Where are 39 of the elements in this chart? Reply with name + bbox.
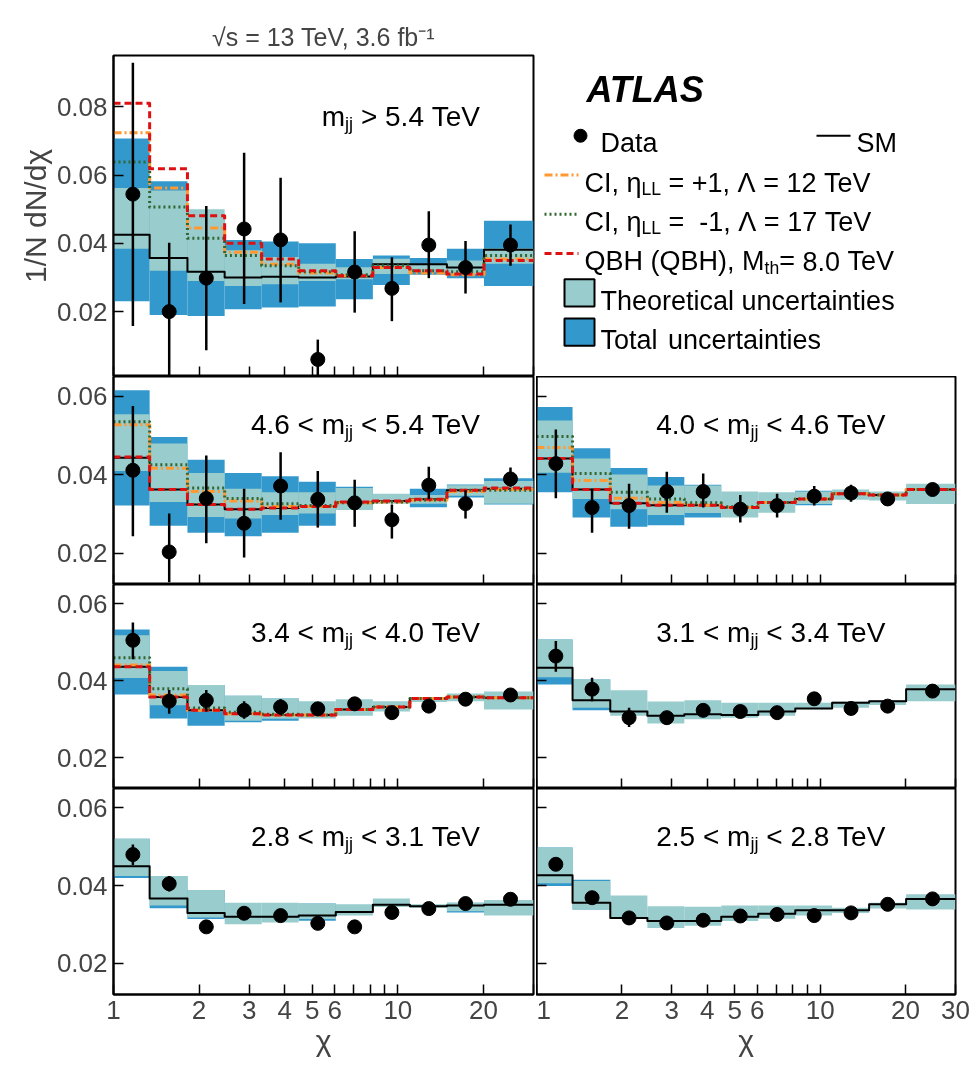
legend-label: Theoretical uncertainties	[600, 285, 895, 316]
y-axis-title: 1/N dN/dχ	[18, 148, 52, 284]
x-tick-label: 2	[191, 994, 207, 1025]
x-tick-label: 4	[700, 994, 715, 1025]
x-tick-label: 6	[327, 994, 342, 1025]
x-tick-label: 5	[305, 994, 320, 1025]
y-tick-label: 0.02	[56, 742, 108, 773]
legend-label: Data	[600, 128, 659, 159]
x-tick-label: 3	[664, 994, 680, 1025]
text: ATLAS	[585, 69, 704, 111]
y-tick-label: 0.04	[56, 459, 108, 490]
y-tick-label: 0.06	[56, 588, 108, 619]
x-tick-label: 10	[805, 994, 835, 1025]
y-tick-label: 0.04	[56, 665, 108, 696]
y-tick-label: 0.02	[56, 296, 108, 327]
x-tick-label: 5	[727, 994, 743, 1025]
x-tick-label: 4	[277, 994, 292, 1025]
y-tick-label: 0.04	[56, 870, 108, 901]
x-tick-label: 1	[106, 994, 121, 1025]
x-tick-label: 2	[614, 994, 630, 1025]
y-tick-label: 0.02	[56, 948, 108, 979]
x-tick-label: 3	[241, 994, 257, 1025]
y-tick-label: 0.08	[56, 91, 108, 122]
x-tick-label: 6	[750, 994, 765, 1025]
y-tick-label: 0.04	[56, 228, 108, 259]
x-axis-title: χ	[738, 1023, 755, 1057]
chart-title: √s = 13 TeV, 3.6 fb⁻¹	[211, 22, 435, 51]
x-tick-label: 20	[468, 994, 498, 1025]
y-tick-label: 0.06	[56, 792, 108, 823]
legend-label: Total uncertainties	[600, 324, 822, 355]
x-tick-label: 1	[536, 994, 551, 1025]
x-tick-label: 30	[941, 994, 970, 1025]
y-tick-label: 0.02	[56, 538, 108, 569]
legend-label: SM	[856, 128, 897, 159]
y-tick-label: 0.06	[56, 160, 108, 191]
x-tick-label: 20	[891, 994, 921, 1025]
x-axis-title: χ	[315, 1023, 332, 1057]
x-tick-label: 10	[383, 994, 413, 1025]
y-tick-label: 0.06	[56, 381, 108, 412]
